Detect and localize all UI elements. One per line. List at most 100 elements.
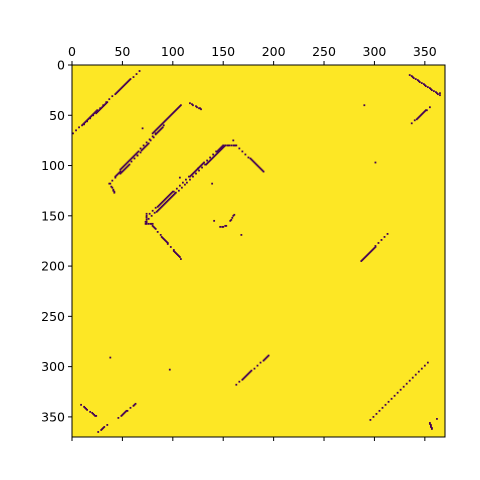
heatmap-cell [165,200,168,203]
heatmap-cell [414,373,417,376]
heatmap-cell [199,107,201,110]
heatmap-cell [411,76,414,78]
heatmap-cell [133,403,136,406]
heatmap-cell [102,427,105,429]
heatmap-cell [192,172,194,175]
y-axis: 0 50 100 150 200 250 300 350 [41,58,72,424]
heatmap-cell [168,193,171,196]
heatmap-cell [172,190,175,193]
heatmap-cell [161,237,164,239]
heatmap-cell [211,182,214,185]
heatmap-cell [360,260,363,262]
heatmap-cell [167,194,170,197]
heatmap-cell [189,178,191,181]
heatmap-cell [126,161,129,164]
heatmap-cell [197,167,199,170]
heatmap-cell [247,372,250,375]
heatmap-cell [241,150,244,153]
heatmap-cell [128,159,131,162]
heatmap-cell [218,150,221,153]
heatmap-cell [219,225,222,228]
heatmap-cell [188,175,190,178]
heatmap-cell [112,188,115,191]
heatmap-segment [144,183,186,223]
heatmap-cell [117,172,120,175]
heatmap-cell [429,426,432,428]
heatmap-cell [117,90,120,93]
heatmap-cell [234,144,237,147]
heatmap-cell [255,163,258,166]
heatmap-cell [436,418,438,420]
heatmap-cell [198,169,200,172]
x-axis: 0 50 100 150 200 250 300 350 [68,44,437,441]
heatmap-cell [423,110,426,113]
heatmap-cell [190,174,192,177]
heatmap-cell [166,117,169,120]
heatmap-cell [121,170,124,173]
heatmap-cell [160,127,163,130]
heatmap-cell [178,184,181,187]
heatmap-cell [201,166,203,169]
heatmap-cell [223,145,226,148]
heatmap-cell [259,167,262,170]
heatmap-cell [128,79,131,81]
heatmap-cell [367,253,370,255]
heatmap-cell [119,168,122,171]
heatmap-cell [176,254,179,256]
heatmap-cell [371,249,374,251]
heatmap-cell [108,182,111,185]
heatmap-cell [361,259,364,261]
heatmap-cell [162,199,165,202]
heatmap-cell [138,70,141,72]
heatmap-cell [160,205,163,208]
heatmap-cell [173,110,176,113]
heatmap-cell [425,109,428,112]
heatmap-cell [214,154,217,157]
heatmap-cell [250,369,253,372]
heatmap-cell [114,175,117,178]
heatmap-cell [91,411,94,414]
heatmap-cell [116,173,119,176]
heatmap-cell [147,142,150,145]
heatmap-cell [159,234,162,236]
heatmap-cell [154,132,157,135]
heatmap-cell [152,225,155,228]
heatmap-cell [230,218,233,221]
heatmap-cell [85,120,88,123]
heatmap-segment [108,170,122,185]
heatmap-cell [173,251,176,253]
heatmap-cell [111,95,114,98]
heatmap-cell [373,247,376,249]
heatmap-cell [83,405,85,408]
heatmap-cell [159,124,162,127]
heatmap-segment [80,403,98,417]
heatmap-cell [102,105,105,108]
heatmap-cell [162,124,165,127]
heatmap-cell [232,144,235,147]
heatmap-cell [171,194,174,197]
heatmap-cell [123,84,126,87]
heatmap-cell [121,166,124,169]
heatmap-cell [162,203,165,206]
heatmap-cell [129,406,132,409]
heatmap-cell [129,158,132,161]
heatmap-cell [114,176,117,179]
heatmap-cell [198,107,200,110]
heatmap-cell [245,374,248,377]
heatmap-cell [195,169,197,172]
heatmap-cell [420,367,423,370]
heatmap-cell [89,116,92,119]
heatmap-cell [172,250,175,252]
heatmap-cell [125,409,128,412]
heatmap-cell [215,150,218,153]
heatmap-cell [175,187,178,190]
heatmap-cell [261,169,264,172]
heatmap-cell [227,144,230,147]
heatmap-cell [179,258,182,260]
heatmap-cell [205,163,207,166]
heatmap-cell [200,108,202,111]
heatmap-cell [418,115,421,118]
heatmap-cell [217,149,220,152]
heatmap-cell [256,164,259,167]
heatmap-cell [399,388,402,391]
